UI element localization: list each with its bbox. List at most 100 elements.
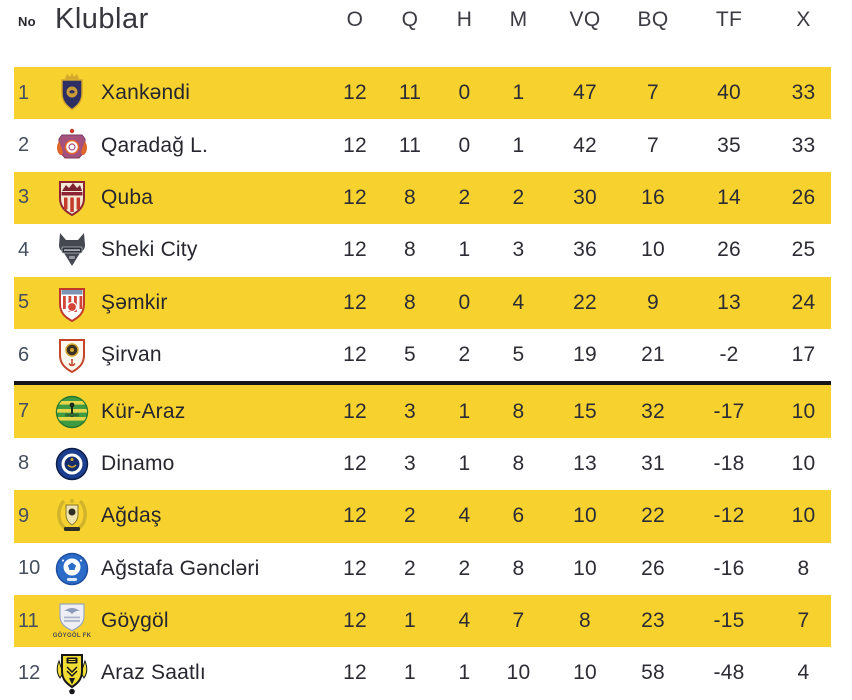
stat-tf: 14 — [717, 185, 741, 209]
club-name[interactable]: Araz Saatlı — [101, 661, 206, 685]
stat-q: 3 — [404, 451, 416, 475]
sirvan-crest-icon — [44, 336, 100, 374]
stat-o: 12 — [343, 290, 367, 314]
stat-m: 5 — [512, 343, 525, 367]
stat-vq: 10 — [573, 661, 597, 685]
agstafa-crest-icon — [44, 551, 100, 587]
stat-x: 10 — [791, 451, 816, 475]
stat-h: 1 — [458, 451, 471, 475]
table-row[interactable]: 7 Kür-Araz 12 3 1 8 15 32 -17 10 — [14, 385, 831, 438]
club-name[interactable]: Xankəndi — [101, 81, 191, 105]
stat-tf: -18 — [713, 451, 745, 475]
stat-h: 0 — [458, 290, 471, 314]
position-number: 4 — [18, 238, 30, 261]
col-header-klublar: Klublar — [55, 3, 149, 35]
col-header-q: Q — [401, 8, 419, 31]
qualification-divider-line — [14, 381, 831, 386]
position-number: 11 — [18, 609, 39, 632]
col-header-vq: VQ — [569, 8, 601, 31]
club-name[interactable]: Şirvan — [101, 343, 162, 367]
stat-o: 12 — [343, 451, 367, 475]
stat-bq: 21 — [641, 343, 665, 367]
position-number: 6 — [18, 343, 30, 366]
stat-q: 3 — [404, 399, 416, 423]
col-header-h: H — [456, 8, 473, 31]
club-name[interactable]: Ağstafa Gəncləri — [101, 556, 260, 580]
stat-o: 12 — [343, 661, 367, 685]
position-number: 12 — [18, 661, 41, 684]
xankendi-crest-icon — [44, 73, 100, 113]
table-header-row: No Klublar O Q H M VQ BQ TF X — [14, 0, 831, 67]
stat-x: 33 — [791, 133, 816, 157]
table-row[interactable]: 1 Xankəndi 12 11 0 1 47 7 40 33 — [14, 67, 831, 120]
stat-q: 8 — [404, 238, 416, 262]
stat-o: 12 — [343, 504, 367, 528]
stat-q: 8 — [404, 185, 416, 209]
stat-tf: 26 — [717, 238, 741, 262]
stat-vq: 10 — [573, 556, 597, 580]
kur-araz-crest-icon — [44, 394, 100, 430]
stat-x: 25 — [791, 238, 816, 262]
stat-q: 2 — [404, 556, 416, 580]
sheki-city-crest-icon — [44, 232, 100, 268]
stat-o: 12 — [343, 399, 367, 423]
stat-vq: 22 — [573, 290, 597, 314]
stat-vq: 19 — [573, 343, 597, 367]
stat-h: 2 — [458, 556, 471, 580]
stat-tf: 13 — [717, 290, 741, 314]
table-row[interactable]: 10 Ağstafa Gəncləri 12 2 2 8 10 26 -16 8 — [14, 542, 831, 595]
stat-vq: 15 — [573, 399, 597, 423]
stat-bq: 9 — [647, 290, 659, 314]
stat-vq: 13 — [573, 451, 597, 475]
table-row[interactable]: 9 Ağdaş 12 2 4 6 10 22 -12 10 — [14, 490, 831, 543]
club-name[interactable]: Göygöl — [101, 609, 169, 633]
stat-q: 2 — [404, 504, 416, 528]
stat-tf: -48 — [713, 661, 745, 685]
stat-q: 11 — [398, 81, 422, 105]
stat-tf: 35 — [717, 133, 741, 157]
stat-tf: -17 — [713, 399, 745, 423]
stat-o: 12 — [343, 185, 367, 209]
table-row[interactable]: 5 Şəmkir 12 8 0 4 22 9 13 24 — [14, 276, 831, 329]
club-name[interactable]: Kür-Araz — [101, 399, 186, 423]
stat-vq: 8 — [579, 609, 591, 633]
stat-m: 4 — [512, 290, 525, 314]
qaradag-crest-icon — [44, 127, 100, 165]
stat-m: 10 — [506, 661, 531, 685]
dinamo-crest-icon — [44, 446, 100, 482]
stat-vq: 47 — [573, 81, 597, 105]
club-name[interactable]: Quba — [101, 185, 154, 209]
stat-bq: 16 — [641, 185, 665, 209]
position-number: 10 — [18, 557, 41, 580]
club-name[interactable]: Sheki City — [101, 238, 198, 262]
table-row[interactable]: 3 Quba 12 8 2 2 30 16 14 26 — [14, 171, 831, 225]
table-row[interactable]: 4 Sheki City 12 8 1 3 36 10 26 25 — [14, 224, 831, 277]
club-name[interactable]: Qaradağ L. — [101, 133, 209, 157]
stat-vq: 36 — [573, 238, 597, 262]
stat-h: 0 — [458, 133, 471, 157]
table-row[interactable]: 6 Şirvan 12 5 2 5 19 21 -2 17 — [14, 328, 831, 382]
col-header-o: O — [346, 8, 364, 31]
stat-m: 1 — [512, 81, 525, 105]
table-row[interactable]: 2 Qaradağ L. 12 11 0 1 42 7 35 33 — [14, 119, 831, 172]
club-name[interactable]: Ağdaş — [101, 504, 162, 528]
stat-tf: -12 — [713, 504, 745, 528]
table-row[interactable]: 12 Araz Saatlı 12 1 1 10 10 58 -48 4 — [14, 647, 831, 700]
stat-m: 6 — [512, 504, 525, 528]
stat-o: 12 — [343, 238, 367, 262]
stat-bq: 7 — [647, 81, 659, 105]
stat-m: 8 — [512, 556, 525, 580]
stat-bq: 32 — [641, 399, 665, 423]
stat-bq: 22 — [641, 504, 665, 528]
table-row[interactable]: 11 GÖYGÖL FK Göygöl 12 1 4 7 8 23 -15 7 — [14, 594, 831, 648]
club-name[interactable]: Şəmkir — [101, 290, 168, 314]
club-name[interactable]: Dinamo — [101, 451, 175, 475]
agdas-crest-icon — [44, 497, 100, 535]
position-number: 7 — [18, 400, 30, 423]
stat-m: 1 — [512, 133, 525, 157]
stat-vq: 10 — [573, 504, 597, 528]
table-row[interactable]: 8 Dinamo 12 3 1 8 13 31 -18 10 — [14, 437, 831, 491]
stat-q: 1 — [404, 661, 416, 685]
stat-bq: 31 — [641, 451, 665, 475]
col-header-bq: BQ — [637, 8, 669, 31]
